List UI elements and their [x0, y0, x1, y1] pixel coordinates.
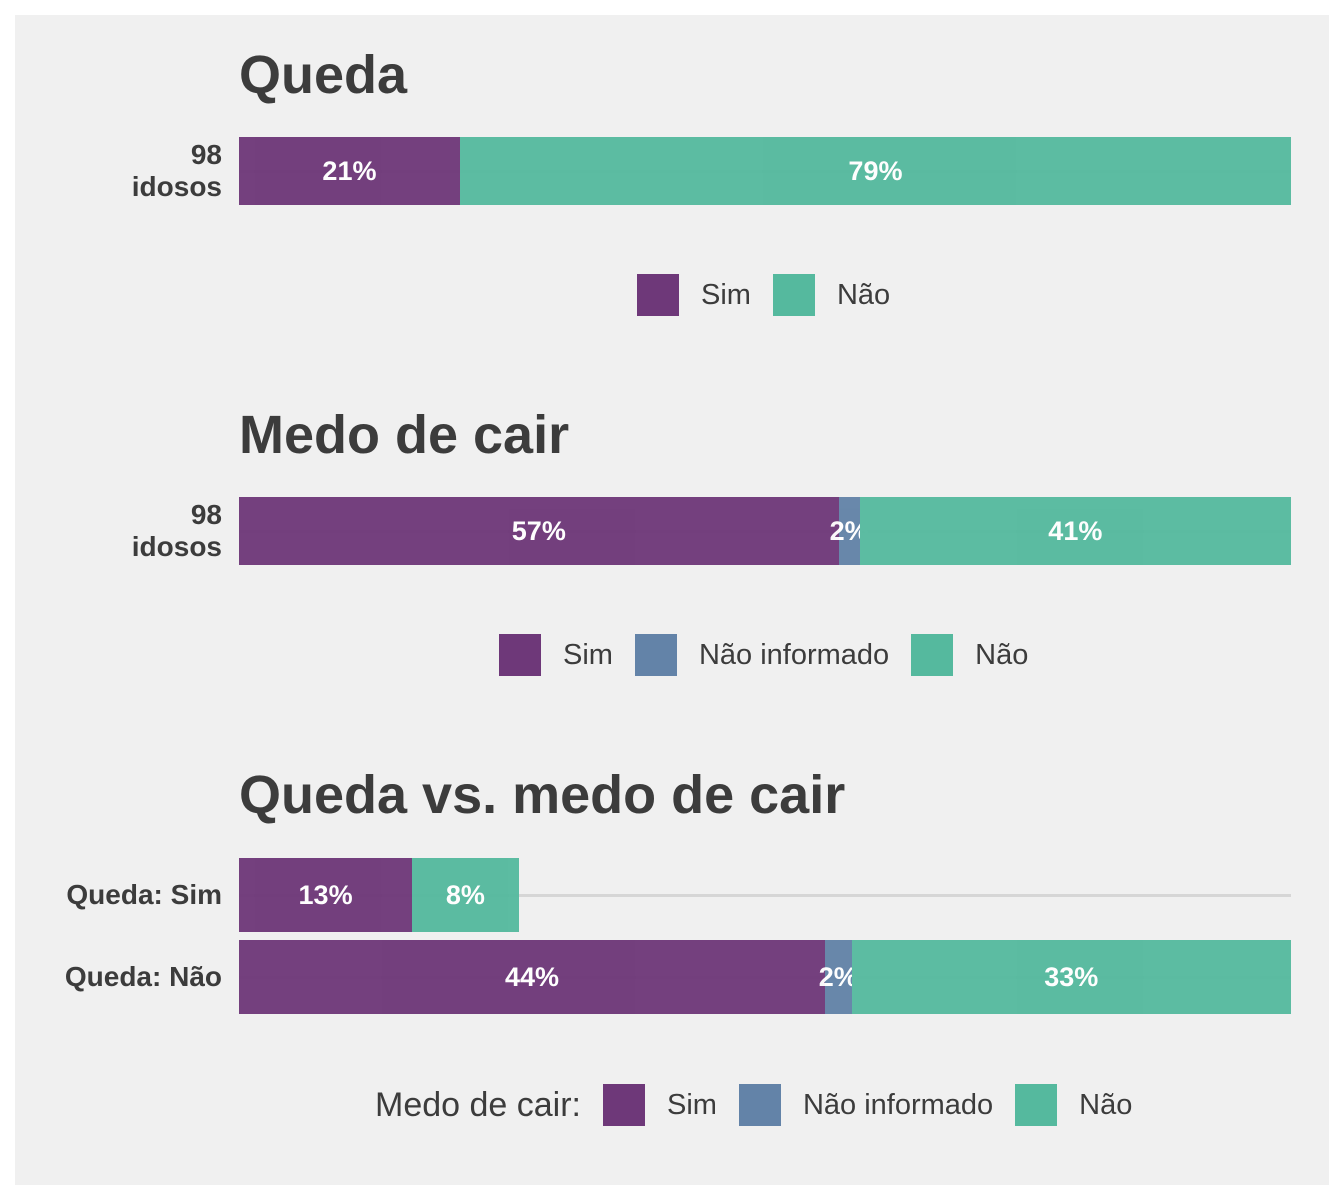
row-label: Queda: Sim — [66, 879, 222, 910]
bar-segment-sim: 21% — [239, 137, 460, 205]
bar-row: 21% 79% — [239, 137, 1291, 205]
data-label: 2% — [818, 961, 858, 992]
data-label: 21% — [322, 155, 377, 186]
legend-key-sim — [499, 634, 541, 676]
data-label: 79% — [848, 155, 903, 186]
bar-segment-nao-informado: 2% — [819, 940, 858, 1014]
legend-key-nao — [772, 274, 815, 316]
legend-key-nao — [911, 634, 954, 676]
row-label: 98 idosos — [131, 499, 222, 562]
legend-label: Não — [836, 278, 891, 311]
legend-title: Medo de cair: — [375, 1085, 581, 1124]
legend: Sim Não — [637, 274, 912, 316]
bar-segment-nao: 8% — [412, 858, 519, 932]
legend-label: Sim — [667, 1088, 717, 1121]
legend-label: Sim — [701, 278, 751, 311]
legend-label: Não informado — [802, 1088, 994, 1121]
bar-row: 44% 2% 33% — [239, 940, 1291, 1014]
legend-key-sim — [603, 1084, 645, 1126]
chart-panel-medo-de-cair: Medo de cair 98 idosos 57% 2% 41% Sim Não info… — [15, 375, 1329, 735]
bar-segment-sim: 44% — [239, 940, 825, 1014]
chart-title: Queda — [239, 45, 408, 105]
legend: Sim Não informado Não — [499, 634, 1050, 676]
chart-canvas: Queda 98 idosos 21% 79% Sim Não Medo de cair 98… — [15, 15, 1329, 1185]
row-label: Queda: Não — [64, 961, 222, 992]
chart-title: Queda vs. medo de cair — [239, 765, 846, 825]
bar-segment-nao-informado: 2% — [830, 497, 869, 565]
legend-label: Não informado — [698, 638, 890, 671]
row-label: 98 idosos — [131, 139, 222, 202]
data-label: 13% — [298, 879, 353, 910]
chart-title: Medo de cair — [239, 405, 570, 465]
gridline — [239, 893, 1291, 897]
bar-segment-nao: 41% — [859, 497, 1291, 565]
chart-panel-queda-vs-medo-de-cair: Queda vs. medo de cair Queda: Sim 13% 8% Que… — [15, 735, 1329, 1126]
legend-key-nao-informado — [634, 634, 677, 676]
bar-segment-nao: 79% — [459, 137, 1291, 205]
bar-row: 13% 8% — [239, 858, 1291, 932]
legend-key-nao-informado — [738, 1084, 781, 1126]
data-label: 33% — [1044, 961, 1099, 992]
bar-segment-sim: 13% — [239, 858, 413, 932]
data-label: 8% — [445, 879, 485, 910]
data-label: 41% — [1048, 515, 1103, 546]
data-label: 57% — [511, 515, 566, 546]
legend-label: Não — [975, 638, 1029, 671]
bar-segment-sim: 57% — [239, 497, 839, 565]
bar-segment-nao: 33% — [851, 940, 1291, 1014]
bar-row: 57% 2% 41% — [239, 497, 1291, 565]
chart-panel-queda: Queda 98 idosos 21% 79% Sim Não — [15, 15, 1329, 375]
legend-label: Sim — [563, 638, 613, 671]
legend-key-nao — [1015, 1084, 1058, 1126]
legend-key-sim — [637, 274, 679, 316]
data-label: 44% — [504, 961, 559, 992]
legend-label: Não — [1079, 1088, 1133, 1121]
legend: Medo de cair: Sim Não informado Não — [375, 1084, 1154, 1126]
